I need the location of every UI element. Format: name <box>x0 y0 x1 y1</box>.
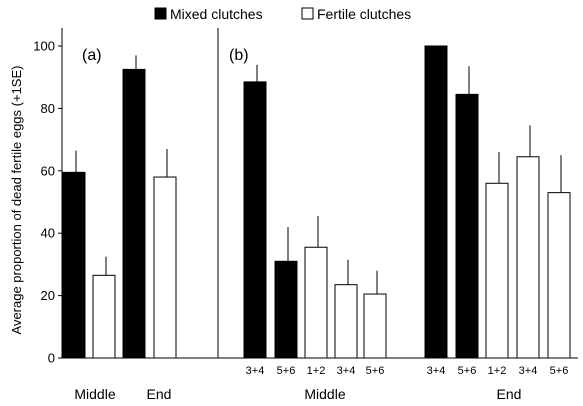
category-label: 5+6 <box>277 365 296 377</box>
y-axis-label: Average proportion of dead fertile eggs … <box>9 66 24 335</box>
bar <box>516 156 540 359</box>
category-label: 1+2 <box>488 365 507 377</box>
legend-label: Fertile clutches <box>317 6 411 22</box>
y-tick-label: 20 <box>41 288 55 303</box>
bar <box>424 45 448 359</box>
category-label: 1+2 <box>307 365 326 377</box>
y-tick-label: 80 <box>41 101 55 116</box>
legend-swatch <box>301 7 314 20</box>
category-label: 5+6 <box>458 365 477 377</box>
group-label: End <box>497 386 522 402</box>
bar <box>547 192 571 359</box>
category-label: 3+4 <box>427 365 446 377</box>
legend: Mixed clutches Fertile clutches <box>154 6 411 22</box>
group-label: Middle <box>74 386 115 402</box>
bars <box>62 45 571 359</box>
y-tick-label: 0 <box>48 351 55 366</box>
panel-label: (a) <box>82 47 102 64</box>
bar <box>122 68 146 359</box>
y-tick-label: 60 <box>41 163 55 178</box>
bar <box>62 171 86 359</box>
category-label: 5+6 <box>366 365 385 377</box>
category-label: 3+4 <box>519 365 538 377</box>
bar <box>92 274 116 359</box>
group-label: Middle <box>304 386 345 402</box>
legend-swatch <box>154 7 167 20</box>
bar <box>274 260 298 359</box>
category-label: 3+4 <box>246 365 265 377</box>
bar <box>363 293 387 359</box>
bar <box>304 246 328 359</box>
bar <box>153 176 177 359</box>
y-tick-label: 40 <box>41 226 55 241</box>
axes: 0 20 40 60 80 100 <box>33 28 578 366</box>
legend-label: Mixed clutches <box>170 6 263 22</box>
bar <box>243 81 267 359</box>
category-label: 5+6 <box>550 365 569 377</box>
bar <box>485 182 509 359</box>
category-label: 3+4 <box>337 365 356 377</box>
bar <box>455 93 479 359</box>
group-label: End <box>147 386 172 402</box>
bar <box>334 284 358 359</box>
y-tick-label: 100 <box>33 39 55 54</box>
panel-label: (b) <box>229 47 249 64</box>
labels: (a) Middle End (b) 3+4 5+6 1+2 3+4 5+6 Middle 3+4 5… <box>74 47 568 402</box>
